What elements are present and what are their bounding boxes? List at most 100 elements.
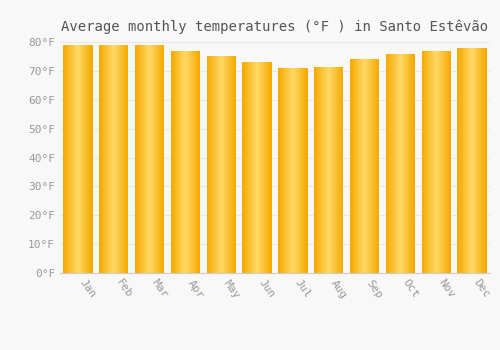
Bar (282, 68, 284, 273)
Bar (230, 56, 231, 273)
Bar (228, 56, 230, 273)
Bar (176, 51, 178, 273)
Bar (356, 59, 357, 273)
Title: Average monthly temperatures (°F ) in Santo Estêvão: Average monthly temperatures (°F ) in Sa… (62, 19, 488, 34)
Bar (306, 68, 307, 273)
Bar (371, 59, 372, 273)
Bar (437, 51, 438, 273)
Bar (323, 66, 324, 273)
Bar (125, 45, 126, 273)
Bar (404, 54, 405, 273)
Bar (428, 51, 429, 273)
Bar (396, 54, 398, 273)
Bar (364, 59, 366, 273)
Bar (140, 45, 141, 273)
Bar (156, 45, 157, 273)
Bar (143, 45, 144, 273)
Bar (163, 45, 164, 273)
Bar (247, 62, 248, 273)
Bar (172, 51, 173, 273)
Bar (208, 56, 209, 273)
Bar (370, 59, 371, 273)
Bar (399, 54, 400, 273)
Bar (82, 45, 83, 273)
Bar (100, 45, 102, 273)
Bar (88, 45, 89, 273)
Bar (209, 56, 210, 273)
Bar (355, 59, 356, 273)
Bar (340, 66, 341, 273)
Bar (194, 51, 195, 273)
Bar (304, 68, 306, 273)
Bar (338, 66, 339, 273)
Bar (254, 62, 255, 273)
Bar (458, 48, 459, 273)
Bar (431, 51, 432, 273)
Bar (307, 68, 308, 273)
Bar (141, 45, 142, 273)
Bar (86, 45, 88, 273)
Bar (375, 59, 376, 273)
Bar (423, 51, 424, 273)
Bar (388, 54, 390, 273)
Bar (142, 45, 143, 273)
Bar (149, 45, 150, 273)
Bar (232, 56, 233, 273)
Bar (63, 45, 64, 273)
Bar (112, 45, 113, 273)
Bar (460, 48, 461, 273)
Bar (398, 54, 399, 273)
Bar (72, 45, 73, 273)
Bar (212, 56, 213, 273)
Bar (190, 51, 192, 273)
Bar (221, 56, 222, 273)
Bar (316, 66, 317, 273)
Bar (408, 54, 409, 273)
Bar (256, 62, 257, 273)
Bar (74, 45, 75, 273)
Bar (183, 51, 184, 273)
Bar (386, 54, 387, 273)
Bar (353, 59, 354, 273)
Bar (374, 59, 375, 273)
Bar (392, 54, 393, 273)
Bar (360, 59, 361, 273)
Bar (368, 59, 369, 273)
Bar (160, 45, 162, 273)
Bar (189, 51, 190, 273)
Bar (445, 51, 446, 273)
Bar (294, 68, 295, 273)
Bar (280, 68, 281, 273)
Bar (469, 48, 470, 273)
Bar (293, 68, 294, 273)
Bar (150, 45, 151, 273)
Bar (145, 45, 146, 273)
Bar (330, 66, 331, 273)
Bar (106, 45, 107, 273)
Bar (124, 45, 125, 273)
Bar (285, 68, 286, 273)
Bar (435, 51, 436, 273)
Bar (193, 51, 194, 273)
Bar (326, 66, 328, 273)
Bar (235, 56, 236, 273)
Bar (407, 54, 408, 273)
Bar (114, 45, 115, 273)
Bar (459, 48, 460, 273)
Bar (152, 45, 154, 273)
Bar (482, 48, 483, 273)
Bar (64, 45, 66, 273)
Bar (405, 54, 406, 273)
Bar (243, 62, 244, 273)
Bar (443, 51, 444, 273)
Bar (206, 56, 208, 273)
Bar (244, 62, 246, 273)
Bar (137, 45, 138, 273)
Bar (217, 56, 218, 273)
Bar (144, 45, 145, 273)
Bar (377, 59, 378, 273)
Bar (174, 51, 175, 273)
Bar (361, 59, 362, 273)
Bar (91, 45, 92, 273)
Bar (472, 48, 473, 273)
